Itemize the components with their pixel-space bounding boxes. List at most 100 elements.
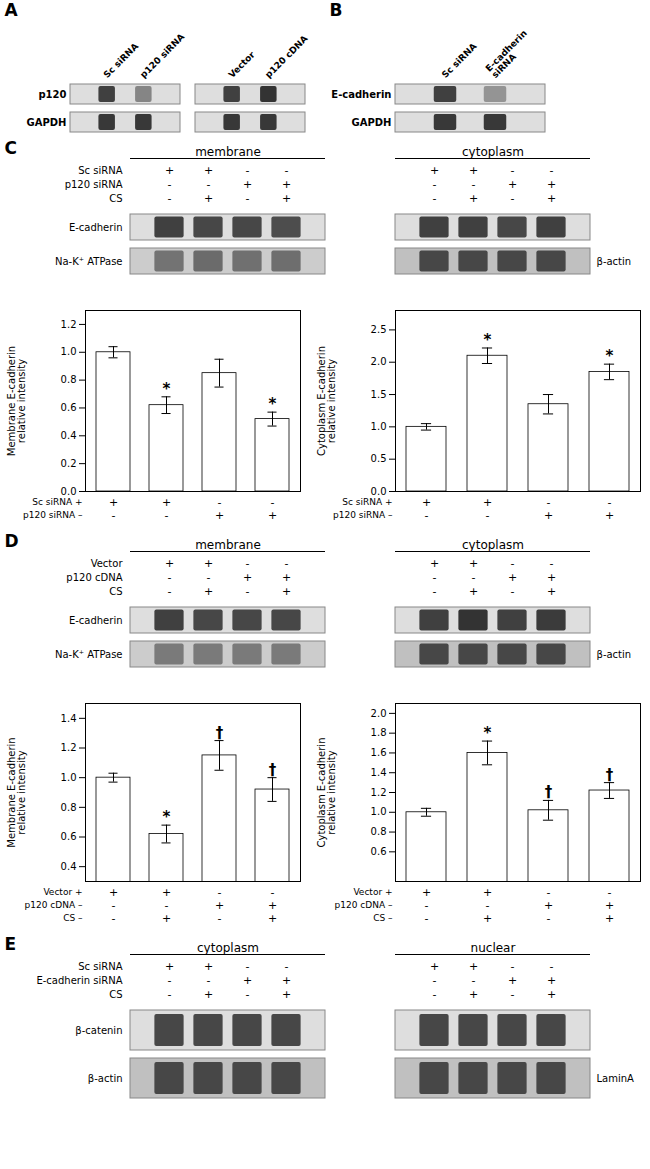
svg-text:-: -: [168, 192, 172, 205]
svg-text:+: +: [508, 571, 517, 584]
svg-text:0.6: 0.6: [61, 402, 77, 413]
svg-text:-: -: [547, 912, 551, 925]
svg-text:+: +: [109, 496, 118, 509]
svg-text:+: +: [547, 192, 556, 205]
svg-text:-: -: [165, 509, 169, 522]
svg-text:-: -: [168, 974, 172, 987]
svg-text:-: -: [285, 960, 289, 973]
svg-text:p120 cDNA: p120 cDNA: [263, 33, 309, 79]
svg-text:Sc siRNA: Sc siRNA: [102, 41, 141, 80]
svg-text:p120 cDNA –: p120 cDNA –: [335, 900, 393, 910]
svg-text:+: +: [204, 585, 213, 598]
svg-text:Sc siRNA +: Sc siRNA +: [342, 497, 392, 507]
svg-text:+: +: [204, 557, 213, 570]
svg-text:-: -: [112, 912, 116, 925]
svg-text:-: -: [246, 192, 250, 205]
svg-text:p120 cDNA: p120 cDNA: [66, 572, 122, 583]
svg-text:p120 cDNA –: p120 cDNA –: [25, 900, 83, 910]
svg-text:Sc siRNA: Sc siRNA: [78, 961, 122, 972]
svg-text:-: -: [271, 886, 275, 899]
svg-text:1.0: 1.0: [61, 346, 77, 357]
svg-text:+: +: [243, 974, 252, 987]
svg-text:+: +: [544, 899, 553, 912]
svg-text:p120 siRNA –: p120 siRNA –: [333, 510, 393, 520]
svg-text:+: +: [544, 509, 553, 522]
svg-text:+: +: [469, 988, 478, 1001]
svg-text:+: +: [605, 912, 614, 925]
svg-text:Sc siRNA +: Sc siRNA +: [32, 497, 82, 507]
svg-text:CS: CS: [109, 989, 122, 1000]
svg-text:+: +: [422, 496, 431, 509]
svg-text:β-actin: β-actin: [88, 1073, 123, 1084]
svg-text:+: +: [215, 899, 224, 912]
svg-text:-: -: [207, 571, 211, 584]
svg-text:+: +: [162, 912, 171, 925]
svg-text:Vector +: Vector +: [43, 887, 82, 897]
svg-text:D: D: [5, 531, 19, 551]
svg-text:cytoplasm: cytoplasm: [197, 941, 259, 955]
svg-text:Cytoplasm E-cadherinrelative i: Cytoplasm E-cadherinrelative intensity: [316, 346, 337, 456]
svg-text:-: -: [511, 164, 515, 177]
svg-text:+: +: [282, 974, 291, 987]
svg-text:Membrane E-cadherinrelative in: Membrane E-cadherinrelative intensity: [6, 737, 27, 847]
svg-text:+: +: [547, 974, 556, 987]
svg-text:1.0: 1.0: [371, 806, 387, 817]
svg-text:LaminA: LaminA: [597, 1073, 635, 1084]
svg-text:+: +: [605, 899, 614, 912]
svg-text:+: +: [165, 557, 174, 570]
svg-text:CS: CS: [109, 586, 122, 597]
svg-text:+: +: [483, 912, 492, 925]
svg-text:GAPDH: GAPDH: [352, 117, 392, 128]
svg-text:-: -: [246, 988, 250, 1001]
svg-text:p120 siRNA –: p120 siRNA –: [23, 510, 83, 520]
svg-text:0.0: 0.0: [371, 486, 387, 497]
svg-text:2.0: 2.0: [371, 356, 387, 367]
svg-text:+: +: [469, 164, 478, 177]
svg-text:-: -: [547, 496, 551, 509]
svg-text:-: -: [246, 585, 250, 598]
svg-text:0.0: 0.0: [61, 486, 77, 497]
svg-text:-: -: [271, 496, 275, 509]
svg-text:-: -: [433, 178, 437, 191]
svg-text:+: +: [508, 178, 517, 191]
svg-text:+: +: [547, 988, 556, 1001]
svg-text:+: +: [422, 886, 431, 899]
svg-text:0.6: 0.6: [371, 846, 387, 857]
svg-text:+: +: [469, 585, 478, 598]
svg-text:Vector +: Vector +: [353, 887, 392, 897]
svg-text:+: +: [204, 988, 213, 1001]
svg-text:-: -: [165, 899, 169, 912]
svg-text:Sc siRNA: Sc siRNA: [440, 41, 479, 80]
svg-text:0.4: 0.4: [61, 861, 77, 872]
svg-text:p120: p120: [38, 89, 66, 100]
svg-text:*: *: [484, 724, 492, 742]
svg-text:+: +: [109, 886, 118, 899]
svg-text:+: +: [483, 496, 492, 509]
svg-text:†: †: [606, 766, 614, 784]
svg-text:E-cadherin: E-cadherin: [331, 89, 391, 100]
svg-text:-: -: [207, 178, 211, 191]
svg-text:-: -: [550, 557, 554, 570]
svg-text:-: -: [511, 557, 515, 570]
svg-text:+: +: [282, 571, 291, 584]
svg-text:1.6: 1.6: [371, 747, 387, 758]
svg-text:-: -: [608, 886, 612, 899]
svg-text:1.0: 1.0: [61, 772, 77, 783]
svg-text:*: *: [163, 808, 171, 826]
svg-text:1.2: 1.2: [61, 742, 77, 753]
svg-text:-: -: [511, 192, 515, 205]
svg-text:+: +: [547, 178, 556, 191]
svg-text:+: +: [204, 960, 213, 973]
svg-text:+: +: [215, 509, 224, 522]
svg-text:*: *: [484, 331, 492, 349]
svg-text:-: -: [547, 886, 551, 899]
svg-text:+: +: [243, 571, 252, 584]
svg-text:1.8: 1.8: [371, 727, 387, 738]
svg-text:-: -: [486, 899, 490, 912]
svg-text:*: *: [269, 395, 277, 413]
svg-text:-: -: [168, 988, 172, 1001]
svg-text:-: -: [425, 912, 429, 925]
svg-text:0.8: 0.8: [61, 374, 77, 385]
svg-text:-: -: [511, 988, 515, 1001]
svg-text:-: -: [608, 496, 612, 509]
